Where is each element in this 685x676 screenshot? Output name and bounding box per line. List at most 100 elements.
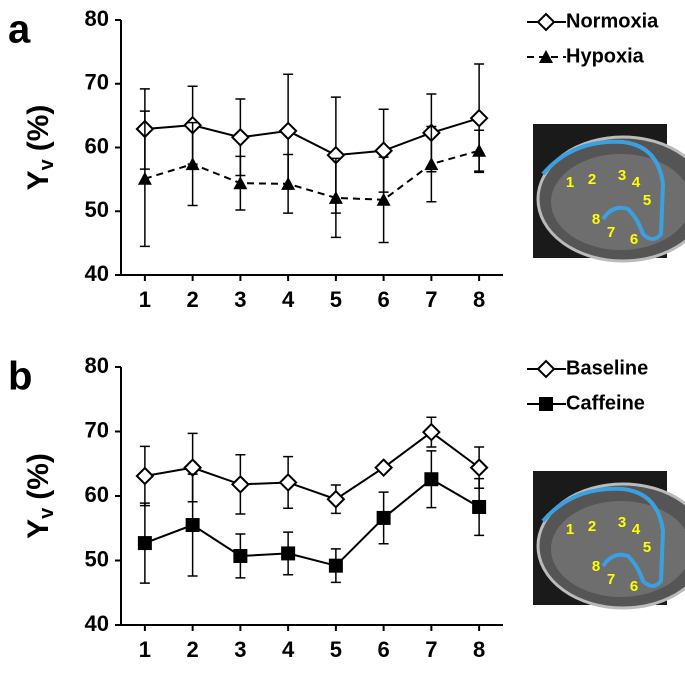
inset-label: 8	[592, 211, 600, 228]
marker	[328, 190, 343, 204]
inset-label: 5	[643, 192, 651, 209]
x-tick-label: 4	[282, 637, 295, 662]
inset-label: 2	[588, 518, 596, 535]
y-label-sub: v	[36, 158, 58, 170]
marker	[376, 192, 391, 206]
y-tick-label: 70	[85, 417, 109, 442]
legend-label: Baseline	[566, 357, 648, 379]
inset-image: 1 2 3 45 678	[533, 124, 685, 263]
marker	[424, 472, 439, 487]
marker	[233, 548, 248, 563]
marker	[472, 499, 487, 514]
series-line	[144, 149, 480, 201]
inset-label: 6	[630, 231, 638, 248]
marker	[183, 458, 203, 478]
marker	[281, 176, 296, 190]
y-axis-label: Yv (%)	[22, 105, 58, 191]
marker	[278, 121, 298, 141]
panel-letter: a	[8, 8, 31, 52]
marker	[281, 546, 296, 561]
x-tick-label: 7	[425, 287, 437, 312]
inset-sinus	[541, 139, 666, 241]
marker	[469, 458, 489, 478]
inset-brain	[551, 501, 685, 597]
legend-label: Hypoxia	[566, 45, 645, 67]
marker	[137, 171, 152, 185]
x-tick-label: 6	[378, 287, 390, 312]
legend-marker	[539, 397, 553, 411]
series-line	[144, 478, 480, 567]
y-tick-label: 50	[85, 546, 109, 571]
y-label-suffix: (%)	[22, 453, 55, 500]
y-axis-label: Yv (%)	[22, 453, 58, 539]
x-tick-label: 4	[282, 287, 295, 312]
y-tick-label: 40	[85, 261, 109, 286]
inset-image: 1 2 3 45 678	[533, 471, 685, 610]
inset-label: 2	[588, 171, 596, 188]
inset-label: 3	[618, 514, 626, 531]
x-tick-label: 8	[473, 637, 485, 662]
marker	[230, 474, 250, 494]
inset-label: 8	[592, 558, 600, 575]
x-tick-label: 5	[330, 637, 342, 662]
marker	[421, 422, 441, 442]
x-tick-label: 5	[330, 287, 342, 312]
marker	[424, 157, 439, 171]
marker	[185, 157, 200, 171]
y-tick-label: 80	[85, 6, 109, 31]
inset-label: 1	[566, 174, 574, 191]
y-tick-label: 80	[85, 353, 109, 378]
legend-label: Caffeine	[566, 392, 645, 414]
inset-label: 1	[566, 521, 574, 538]
y-tick-label: 50	[85, 197, 109, 222]
y-label-main: Y	[22, 170, 55, 190]
inset-label: 3	[618, 167, 626, 184]
marker	[328, 558, 343, 573]
marker	[469, 108, 489, 128]
legend-marker	[536, 12, 556, 32]
y-tick-label: 60	[85, 133, 109, 158]
x-tick-label: 1	[139, 287, 151, 312]
y-label-main: Y	[22, 519, 55, 539]
y-tick-label: 70	[85, 70, 109, 95]
x-tick-label: 1	[139, 637, 151, 662]
x-tick-label: 2	[187, 287, 199, 312]
y-tick-label: 60	[85, 482, 109, 507]
x-tick-label: 2	[187, 637, 199, 662]
legend-label: Normoxia	[566, 10, 659, 32]
marker	[137, 536, 152, 551]
marker	[233, 176, 248, 190]
series-line	[144, 430, 480, 501]
legend-marker	[539, 50, 553, 63]
y-label-suffix: (%)	[22, 105, 55, 152]
x-tick-label: 3	[234, 637, 246, 662]
marker	[376, 510, 391, 525]
inset-brain	[551, 154, 685, 250]
inset-sinus	[541, 486, 666, 588]
marker	[278, 473, 298, 492]
inset-label: 4	[632, 174, 641, 191]
marker	[326, 489, 346, 509]
inset-label: 7	[607, 224, 615, 241]
inset-label: 6	[630, 578, 638, 595]
inset-label: 4	[632, 521, 641, 538]
marker	[230, 127, 250, 147]
legend-marker	[536, 359, 556, 379]
marker	[374, 141, 394, 161]
series-line	[144, 117, 480, 157]
y-label-sub: v	[36, 507, 58, 519]
x-tick-label: 7	[425, 637, 437, 662]
marker	[472, 143, 487, 157]
x-tick-label: 6	[378, 637, 390, 662]
marker	[135, 466, 155, 486]
inset-label: 7	[607, 571, 615, 588]
y-tick-label: 40	[85, 611, 109, 636]
x-tick-label: 3	[234, 287, 246, 312]
x-tick-label: 8	[473, 287, 485, 312]
marker	[185, 518, 200, 533]
panel-letter: b	[8, 355, 32, 399]
